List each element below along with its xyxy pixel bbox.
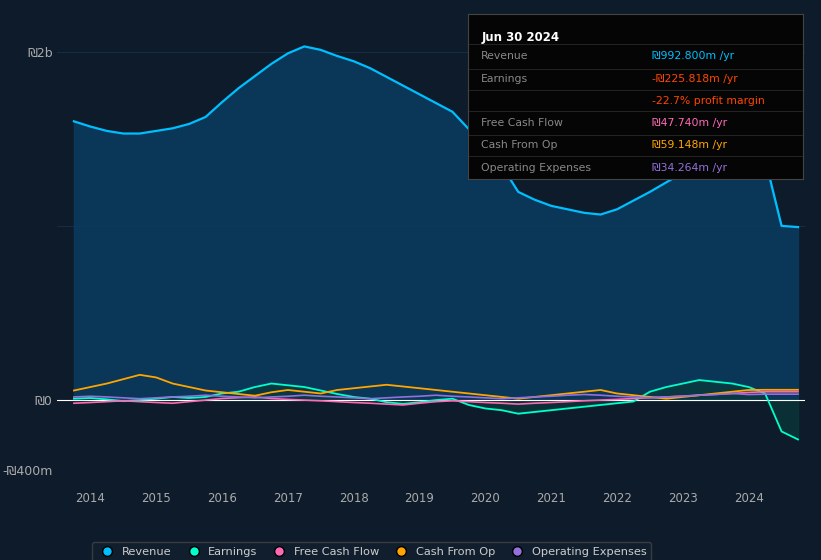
Text: Cash From Op: Cash From Op: [481, 141, 557, 150]
Text: Free Cash Flow: Free Cash Flow: [481, 118, 563, 128]
Text: Operating Expenses: Operating Expenses: [481, 162, 591, 172]
Text: Jun 30 2024: Jun 30 2024: [481, 30, 559, 44]
Text: ₪59.148m /yr: ₪59.148m /yr: [652, 141, 727, 150]
Text: ₪47.740m /yr: ₪47.740m /yr: [652, 118, 727, 128]
Text: -₪225.818m /yr: -₪225.818m /yr: [652, 74, 738, 84]
Text: ₪992.800m /yr: ₪992.800m /yr: [652, 51, 734, 61]
Text: ₪34.264m /yr: ₪34.264m /yr: [652, 162, 727, 172]
Text: -22.7% profit margin: -22.7% profit margin: [652, 96, 765, 106]
Text: Revenue: Revenue: [481, 51, 529, 61]
Text: Earnings: Earnings: [481, 74, 529, 84]
Legend: Revenue, Earnings, Free Cash Flow, Cash From Op, Operating Expenses: Revenue, Earnings, Free Cash Flow, Cash …: [91, 543, 651, 560]
